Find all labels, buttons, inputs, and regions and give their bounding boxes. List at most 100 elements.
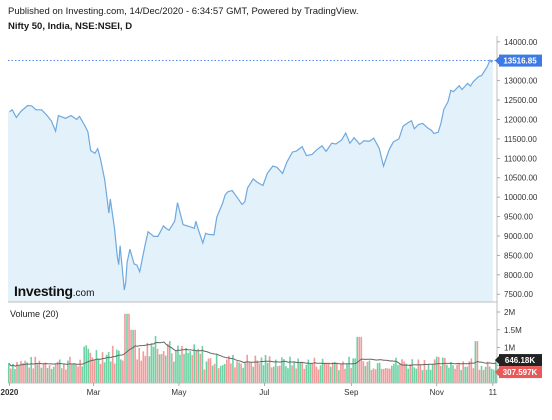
price-y-tick-label: 11500.00: [504, 135, 537, 144]
volume-bar: [248, 362, 251, 383]
volume-bar: [48, 365, 51, 383]
volume-bar: [56, 361, 59, 383]
volume-bar: [344, 368, 346, 383]
volume-bar: [272, 366, 275, 383]
volume-bar: [230, 363, 232, 383]
volume-bar: [468, 361, 471, 383]
volume-bar: [52, 366, 55, 383]
volume-bar: [128, 313, 130, 383]
volume-bar: [236, 361, 238, 383]
volume-bar: [274, 359, 277, 383]
volume-bar: [386, 368, 389, 383]
publish-info: Published on Investing.com, 14/Dec/2020 …: [8, 6, 359, 17]
volume-bar: [240, 363, 242, 383]
price-y-tick-label: 11000.00: [504, 154, 537, 163]
volume-bar: [303, 368, 306, 383]
volume-bar: [256, 360, 259, 383]
volume-bar: [50, 369, 53, 383]
volume-bar: [266, 362, 269, 383]
volume-bar: [433, 359, 436, 383]
volume-bar: [397, 365, 399, 383]
volume-bar: [146, 342, 149, 383]
volume-bar: [244, 361, 246, 383]
volume-bar: [488, 366, 491, 383]
volume-bar: [352, 358, 354, 383]
volume-bar: [376, 363, 379, 383]
volume-bar: [295, 368, 297, 383]
volume-bar: [207, 358, 210, 383]
volume-bar: [374, 369, 377, 383]
volume-bar: [154, 336, 157, 383]
volume-bar: [439, 365, 442, 383]
volume-bar: [323, 362, 326, 383]
volume-bar: [419, 364, 422, 383]
volume-bar: [260, 357, 263, 383]
volume-bar: [195, 350, 198, 383]
x-tick-label: Jul: [259, 388, 269, 397]
volume-bar: [482, 369, 485, 383]
price-line: [9, 58, 494, 291]
volume-bar: [490, 368, 493, 383]
volume-bar: [421, 370, 424, 383]
volume-bar: [179, 354, 181, 383]
volume-bar: [297, 358, 299, 383]
volume-bar: [254, 355, 257, 383]
volume-bar: [370, 369, 373, 383]
volume-bar: [201, 346, 204, 383]
volume-bar: [415, 368, 418, 383]
last-price-tag: 13516.85: [495, 54, 542, 67]
volume-bar: [152, 346, 155, 383]
volume-bar: [18, 366, 20, 383]
price-y-tick-label: 14000.00: [504, 38, 538, 47]
volume-bar: [203, 369, 206, 383]
volume-bar: [130, 329, 132, 384]
volume-bar: [411, 359, 414, 383]
volume-bar: [486, 361, 489, 383]
volume-bar: [58, 359, 61, 383]
volume-bar: [331, 362, 334, 383]
volume-bar: [89, 352, 92, 383]
volume-bar: [12, 363, 14, 383]
volume-bar: [478, 369, 481, 383]
volume-bar: [368, 360, 371, 383]
volume-y-tick-label: 2M: [504, 308, 515, 317]
volume-bar: [340, 363, 342, 383]
volume-bar: [103, 362, 106, 383]
volume-bar: [456, 364, 458, 383]
volume-bar: [122, 360, 124, 383]
last-volume-tag: 307.597K: [495, 366, 542, 379]
volume-bar: [205, 361, 208, 383]
volume-bar: [191, 355, 194, 383]
volume-bar: [183, 353, 185, 383]
volume-bar: [109, 361, 112, 383]
volume-bar: [358, 336, 361, 383]
x-tick-label: Sep: [344, 388, 359, 397]
volume-bar: [40, 367, 43, 383]
volume-bar: [407, 368, 409, 383]
volume-bar: [34, 356, 37, 383]
volume-bar: [399, 363, 401, 383]
volume-bar: [134, 329, 136, 384]
volume-bar: [142, 351, 145, 383]
volume-bar: [301, 361, 304, 383]
volume-bar: [346, 364, 348, 383]
volume-bar: [177, 345, 179, 383]
volume-y-tick-label: 1M: [504, 344, 515, 353]
price-y-tick-label: 7500.00: [504, 290, 533, 299]
volume-bar: [393, 363, 395, 383]
volume-bar: [276, 366, 279, 383]
volume-bar: [364, 365, 367, 383]
volume-bar: [492, 369, 495, 383]
volume-bar: [24, 360, 26, 383]
volume-bar: [348, 356, 350, 383]
svg-text:13516.85: 13516.85: [503, 57, 537, 66]
volume-bar: [305, 364, 308, 383]
volume-bar: [99, 363, 102, 383]
volume-bar: [162, 351, 165, 383]
volume-bar: [242, 367, 244, 383]
volume-bar: [470, 358, 473, 383]
volume-bar: [10, 368, 12, 383]
volume-bar: [22, 363, 24, 383]
volume-bar: [356, 336, 359, 383]
volume-bar: [454, 368, 456, 383]
